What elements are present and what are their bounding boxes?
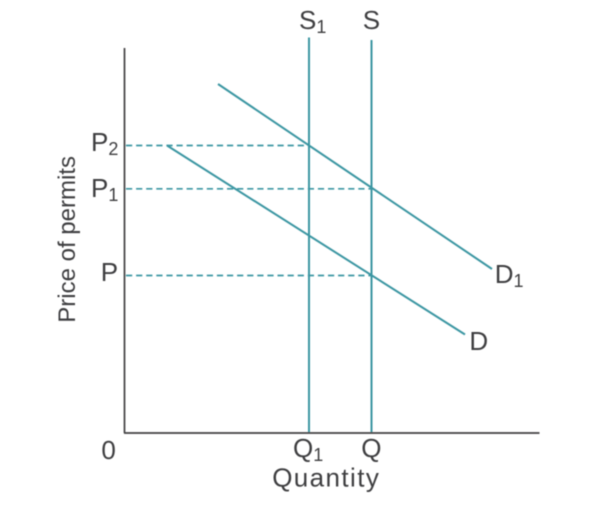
svg-text:P1: P1 (91, 173, 118, 205)
svg-text:S: S (363, 5, 380, 35)
svg-text:0: 0 (101, 435, 115, 465)
svg-text:P2: P2 (91, 127, 118, 159)
svg-text:Price of permits: Price of permits (54, 156, 81, 323)
svg-text:D1: D1 (495, 259, 524, 291)
svg-text:Quantity: Quantity (272, 462, 380, 492)
svg-text:S1: S1 (299, 5, 326, 37)
svg-text:Q1: Q1 (293, 433, 323, 465)
svg-text:P: P (101, 257, 118, 287)
svg-text:D: D (469, 326, 488, 356)
svg-text:Q: Q (361, 433, 381, 463)
